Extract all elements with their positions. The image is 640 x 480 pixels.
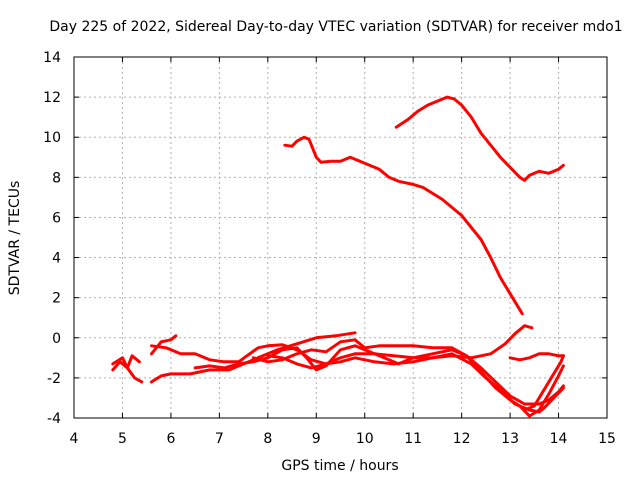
x-tick-label: 15 (598, 431, 616, 447)
y-axis: -4 -2 0 2 4 6 8 10 12 14 (43, 50, 607, 427)
x-axis: 4 5 6 7 8 9 10 11 12 13 14 15 (70, 57, 616, 447)
series-group (111, 95, 565, 418)
y-tick-label: 8 (52, 170, 61, 186)
series-line-prn-k (508, 352, 565, 362)
y-tick-label: 0 (52, 331, 61, 347)
y-tick-label: -2 (47, 371, 61, 387)
plot-frame (73, 56, 608, 419)
x-tick-label: 14 (550, 431, 568, 447)
y-tick-label: 4 (52, 251, 61, 267)
y-tick-label: -4 (47, 411, 61, 427)
x-tick-label: 12 (453, 431, 471, 447)
x-tick-label: 6 (166, 431, 175, 447)
y-tick-label: 10 (43, 130, 61, 146)
chart-title: Day 225 of 2022, Sidereal Day-to-day VTE… (49, 19, 622, 35)
series-line-prn-l (523, 354, 565, 412)
y-tick-label: 6 (52, 210, 61, 226)
x-tick-label: 11 (404, 431, 422, 447)
series-line-prn-a (394, 95, 565, 182)
y-tick-label: 12 (43, 90, 61, 106)
y-tick-label: 2 (52, 291, 61, 307)
x-tick-label: 5 (118, 431, 127, 447)
x-tick-label: 7 (215, 431, 224, 447)
plot-border (73, 56, 608, 419)
series-line-prn-j (266, 324, 534, 370)
x-tick-label: 9 (312, 431, 321, 447)
y-axis-title: SDTVAR / TECUs (7, 181, 23, 296)
series-line-prn-d (111, 360, 144, 384)
series-line-prn-h (193, 344, 565, 418)
x-tick-label: 4 (70, 431, 79, 447)
x-tick-label: 8 (263, 431, 272, 447)
x-axis-title: GPS time / hours (281, 458, 398, 474)
grid (73, 56, 608, 419)
x-tick-label: 10 (356, 431, 374, 447)
x-tick-label: 13 (501, 431, 519, 447)
y-tick-label: 14 (43, 50, 61, 66)
series-line-prn-b (283, 135, 524, 316)
series-line-prn-i (251, 338, 565, 406)
